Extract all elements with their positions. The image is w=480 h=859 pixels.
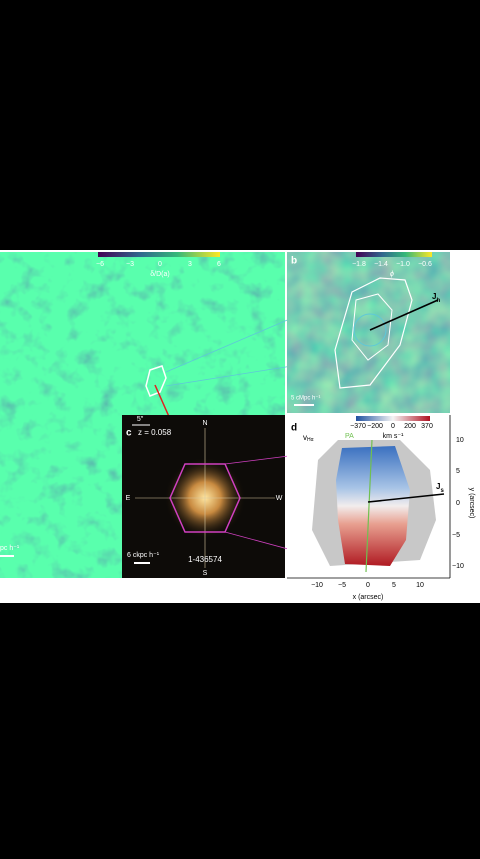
angle-bar-label: 5″ (137, 416, 144, 423)
pa-line (365, 439, 373, 573)
redshift: z = 0.058 (138, 428, 172, 437)
galaxy-id: 1-436574 (188, 555, 222, 564)
vector-label: Js (436, 482, 444, 493)
colorbar-tick: 200 (404, 423, 416, 430)
y-tick-label: 5 (456, 468, 460, 475)
colorbar-unit: km s⁻¹ (383, 433, 404, 440)
y-axis-label: y (arcsec) (468, 488, 475, 519)
velocity-map (336, 446, 410, 566)
colorbar-label: δ/D(a) (150, 271, 169, 278)
colorbar-tick: −200 (367, 423, 383, 430)
x-tick-label: 10 (416, 582, 424, 589)
colorbar (98, 252, 220, 257)
y-tick-label: 10 (456, 437, 464, 444)
colorbar-tick: 370 (421, 423, 433, 430)
panel-letter: b (291, 256, 297, 267)
colorbar-tick: −6 (96, 261, 104, 268)
compass-north: N (202, 420, 207, 427)
x-tick-label: 5 (392, 582, 396, 589)
x-tick-label: 0 (366, 582, 370, 589)
vector-label: Jh (432, 292, 440, 303)
scale-bar-label: 5 cMpc h⁻¹ (291, 396, 321, 402)
contour (334, 277, 413, 389)
colorbar-tick: 0 (391, 423, 395, 430)
panel-letter: c (126, 428, 132, 439)
y-tick-label: −5 (452, 532, 460, 539)
zoom-line (165, 317, 293, 373)
scale-bar-label: 6 ckpc h⁻¹ (127, 552, 160, 559)
region-contour (145, 365, 167, 397)
colorbar-tick: 0 (158, 261, 162, 268)
vector-subscript: h (436, 298, 440, 304)
quantity-label: vHα (303, 433, 314, 443)
compass-east: E (126, 495, 131, 502)
colorbar-tick: 3 (188, 261, 192, 268)
vector-subscript: s (440, 488, 444, 494)
spin-vector (369, 299, 439, 331)
panel-letter: d (291, 423, 297, 434)
quantity-subscript: Hα (307, 437, 314, 443)
y-tick-label: −10 (452, 563, 464, 570)
zoom-line (165, 365, 293, 387)
colorbar-tick: −370 (350, 423, 366, 430)
quantity-symbol: v (303, 433, 307, 442)
pa-label: PA (345, 433, 354, 440)
vector-symbol: J (432, 292, 436, 301)
colorbar-tick: −1.8 (352, 261, 366, 268)
region-circle (353, 313, 387, 347)
colorbar-tick: −0.6 (418, 261, 432, 268)
x-tick-label: −5 (338, 582, 346, 589)
colorbar-tick: −1.4 (374, 261, 388, 268)
colorbar-tick: −1.0 (396, 261, 410, 268)
vector-symbol: J (436, 482, 440, 491)
spin-vector (367, 493, 445, 503)
y-tick-label: 0 (456, 500, 460, 507)
potential-map (287, 252, 450, 413)
compass-west: W (276, 495, 283, 502)
compass-south: S (203, 570, 208, 577)
colorbar-tick: −3 (126, 261, 134, 268)
colorbar-label: ϕ (390, 271, 394, 278)
scale-bar-label: pc h⁻¹ (0, 545, 20, 552)
colorbar-tick: 6 (217, 261, 221, 268)
colorbar (356, 416, 430, 421)
contour (351, 293, 393, 361)
x-tick-label: −10 (311, 582, 323, 589)
colorbar (356, 252, 432, 257)
x-axis-label: x (arcsec) (353, 594, 384, 601)
